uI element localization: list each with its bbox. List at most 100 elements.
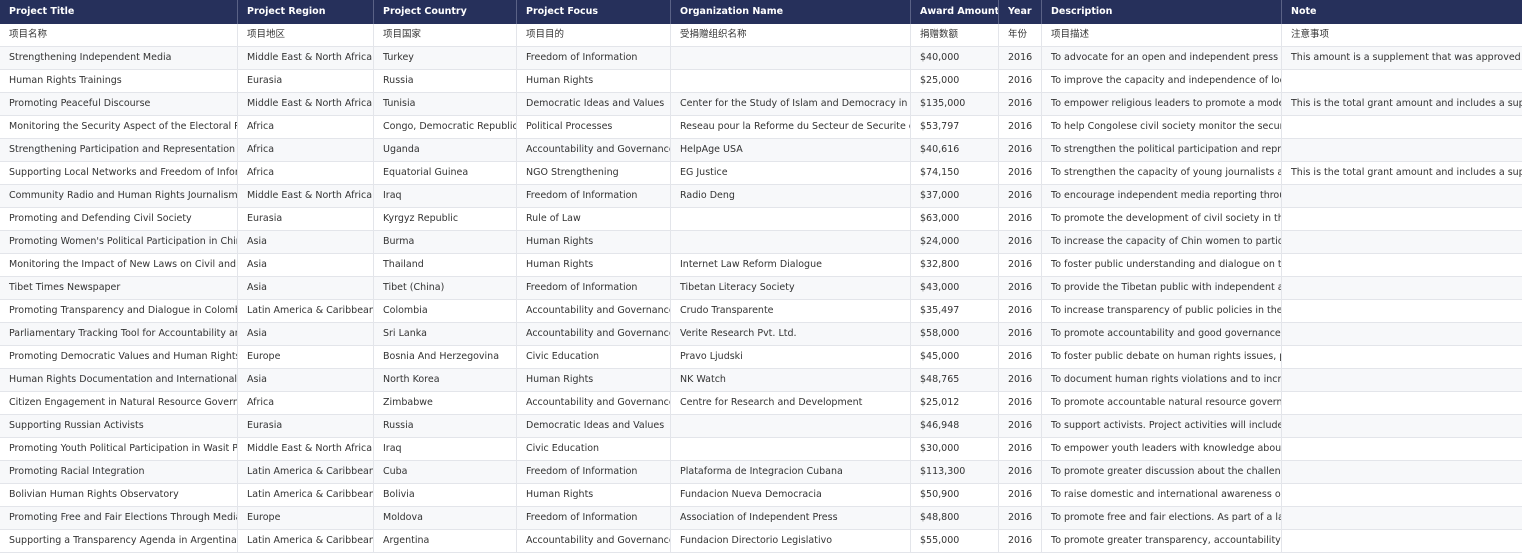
table-cell: $48,800: [911, 507, 999, 529]
table-cell: Africa: [238, 392, 374, 414]
table-cell: 2016: [999, 231, 1042, 253]
table-cell: [1282, 484, 1522, 506]
table-row: Community Radio and Human Rights Journal…: [0, 185, 1522, 208]
table-cell: NK Watch: [671, 369, 911, 391]
table-cell: Citizen Engagement in Natural Resource G…: [0, 392, 238, 414]
table-cell: To promote greater transparency, account…: [1042, 530, 1282, 552]
table-cell: Africa: [238, 162, 374, 184]
table-cell: Strengthening Independent Media: [0, 47, 238, 69]
table-cell: Eurasia: [238, 208, 374, 230]
table-row: Human Rights Trainings Eurasia Russia Human…: [0, 70, 1522, 93]
table-cell: Latin America & Caribbean: [238, 530, 374, 552]
table-cell: $43,000: [911, 277, 999, 299]
table-row: Strengthening Participation and Represen…: [0, 139, 1522, 162]
table-cell: Human Rights Trainings: [0, 70, 238, 92]
table-cell: [1282, 346, 1522, 368]
table-cell: Turkey: [374, 47, 517, 69]
table-cell: [1282, 300, 1522, 322]
table-cell: Bolivia: [374, 484, 517, 506]
table-cell: Middle East & North Africa: [238, 438, 374, 460]
table-row: Promoting Free and Fair Elections Throug…: [0, 507, 1522, 530]
table-cell: $30,000: [911, 438, 999, 460]
table-cell: Freedom of Information: [517, 185, 671, 207]
table-cell: This is the total grant amount and inclu…: [1291, 167, 1522, 178]
table-row: Promoting Peaceful Discourse Middle East …: [0, 93, 1522, 116]
table-cell: Reseau pour la Reforme du Secteur de Sec…: [671, 116, 911, 138]
table-cell: Tibetan Literacy Society: [671, 277, 911, 299]
table-cell: Pravo Ljudski: [671, 346, 911, 368]
subheader-cell: 项目地区: [238, 24, 374, 46]
table-cell: Fundacion Nueva Democracia: [671, 484, 911, 506]
table-cell: $55,000: [911, 530, 999, 552]
table-cell: Asia: [238, 254, 374, 276]
table-cell: 2016: [999, 162, 1042, 184]
table-cell: Bosnia And Herzegovina: [374, 346, 517, 368]
table-row: Strengthening Independent Media Middle Ea…: [0, 47, 1522, 70]
table-row: Promoting Youth Political Participation …: [0, 438, 1522, 461]
table-cell: Internet Law Reform Dialogue: [671, 254, 911, 276]
table-cell: Fundacion Directorio Legislativo: [671, 530, 911, 552]
table-cell: $50,900: [911, 484, 999, 506]
header-cell: Note: [1291, 6, 1317, 17]
header-cell: Award Amount: [911, 0, 999, 24]
subheader-cell: 捐赠数额: [911, 24, 999, 46]
table-cell: This amount is a supplement that was app…: [1291, 52, 1522, 63]
table-row: Human Rights Documentation and Internati…: [0, 369, 1522, 392]
table-cell: Europe: [238, 507, 374, 529]
table-cell: $40,616: [911, 139, 999, 161]
table-cell: [1282, 415, 1522, 437]
table-cell: 2016: [999, 208, 1042, 230]
table-cell: 2016: [999, 300, 1042, 322]
table-cell: To raise domestic and international awar…: [1042, 484, 1282, 506]
table-cell: Democratic Ideas and Values: [517, 415, 671, 437]
table-row: Supporting Russian Activists Eurasia Russi…: [0, 415, 1522, 438]
table-cell: [1282, 323, 1522, 345]
table-cell: 2016: [999, 415, 1042, 437]
table-cell: $113,300: [911, 461, 999, 483]
table-cell: Accountability and Governance: [517, 139, 671, 161]
table-cell: Human Rights Documentation and Internati…: [0, 369, 238, 391]
table-cell: 2016: [999, 346, 1042, 368]
table-cell: Tunisia: [374, 93, 517, 115]
table-cell: $25,012: [911, 392, 999, 414]
table-cell: Europe: [238, 346, 374, 368]
table-cell: Political Processes: [517, 116, 671, 138]
header-cell: Project Title: [0, 0, 238, 24]
table-cell: Asia: [238, 323, 374, 345]
table-row: Bolivian Human Rights Observatory Latin A…: [0, 484, 1522, 507]
table-cell: 2016: [999, 254, 1042, 276]
table-cell: 2016: [999, 530, 1042, 552]
table-cell: Africa: [238, 139, 374, 161]
table-cell: Crudo Transparente: [671, 300, 911, 322]
table-cell: [1282, 70, 1522, 92]
table-cell: 2016: [999, 484, 1042, 506]
table-cell: North Korea: [374, 369, 517, 391]
table-row: Citizen Engagement in Natural Resource G…: [0, 392, 1522, 415]
table-cell: [1282, 254, 1522, 276]
subheader-cell: 项目国家: [374, 24, 517, 46]
table-cell: To promote greater discussion about the …: [1042, 461, 1282, 483]
table-cell: Iraq: [374, 438, 517, 460]
table-cell: To improve the capacity and independence…: [1042, 70, 1282, 92]
table-cell: Eurasia: [238, 415, 374, 437]
table-cell: To empower youth leaders with knowledge …: [1042, 438, 1282, 460]
table-cell: To promote accountability and good gover…: [1042, 323, 1282, 345]
table-cell: Kyrgyz Republic: [374, 208, 517, 230]
table-cell: Promoting Democratic Values and Human Ri…: [0, 346, 238, 368]
table-cell: Human Rights: [517, 231, 671, 253]
table-cell: Promoting Transparency and Dialogue in C…: [0, 300, 238, 322]
table-cell: [1282, 277, 1522, 299]
table-cell: Promoting and Defending Civil Society: [0, 208, 238, 230]
table-cell: To promote accountable natural resource …: [1042, 392, 1282, 414]
table-cell: Promoting Youth Political Participation …: [0, 438, 238, 460]
table-cell: Promoting Free and Fair Elections Throug…: [0, 507, 238, 529]
table-cell: Accountability and Governance: [517, 300, 671, 322]
subheader-cell: 项目名称: [0, 24, 238, 46]
table-cell: [1282, 369, 1522, 391]
table-cell: Human Rights: [517, 484, 671, 506]
table-cell: To encourage independent media reporting…: [1042, 185, 1282, 207]
table-cell: Bolivian Human Rights Observatory: [0, 484, 238, 506]
table-cell: [671, 415, 911, 437]
table-cell: Zimbabwe: [374, 392, 517, 414]
table-cell: This is the total grant amount and inclu…: [1291, 98, 1522, 109]
